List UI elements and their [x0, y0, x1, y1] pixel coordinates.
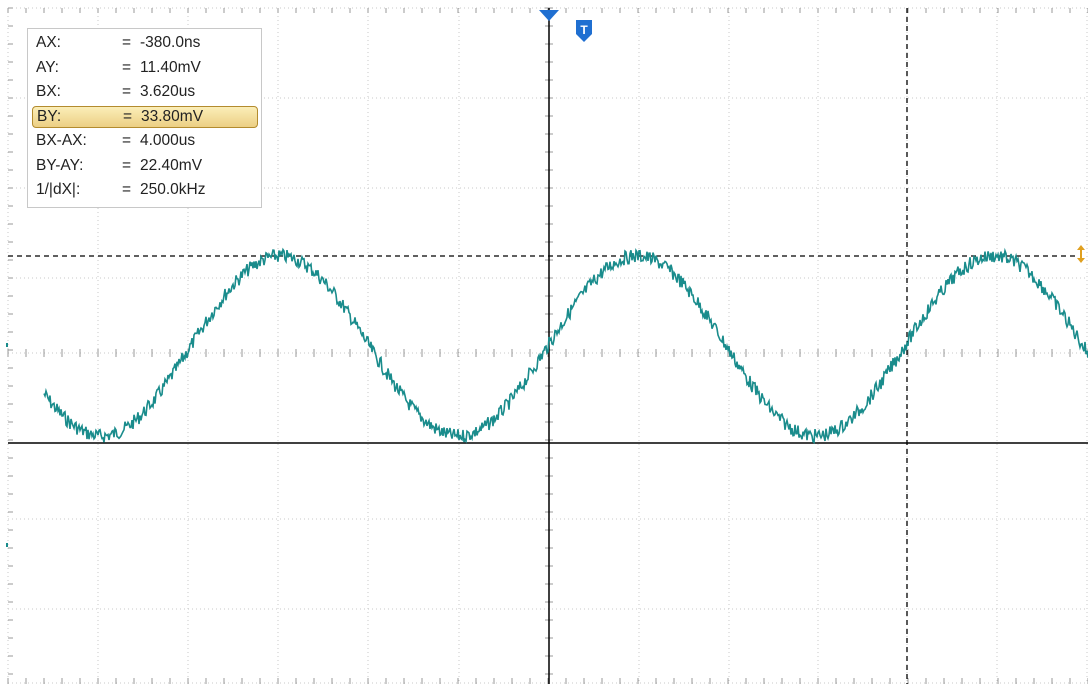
- readout-lbl: BX:: [36, 83, 61, 100]
- T-marker-icon[interactable]: T: [576, 20, 592, 42]
- readout-eq: =: [122, 83, 132, 100]
- double-arrow-vertical-icon[interactable]: [1077, 245, 1085, 263]
- cursor-readout-row: AX: = -380.0ns: [32, 32, 258, 54]
- cursor-readout-panel: AX: = -380.0ns AY: = 11.40mV BX: = 3.620us BY: = 33…: [27, 28, 262, 208]
- readout-val: 11.40mV: [140, 58, 201, 76]
- readout-lbl: 1/|dX|:: [36, 181, 81, 198]
- readout-val: 22.40mV: [140, 156, 203, 174]
- left-edge-marker-1: [6, 343, 8, 347]
- arrow-down-icon[interactable]: [539, 10, 559, 21]
- readout-eq: =: [122, 156, 132, 174]
- cursor-readout-row: BY-AY: = 22.40mV: [32, 155, 258, 177]
- readout-eq: =: [123, 107, 133, 125]
- trigger-marker-label: T: [580, 23, 588, 37]
- cursor-readout-row: BX: = 3.620us: [32, 81, 258, 103]
- waveform-trace: [43, 247, 1088, 445]
- cursor-readout-row: AY: = 11.40mV: [32, 57, 258, 79]
- readout-eq: =: [122, 58, 132, 76]
- readout-val: 4.000us: [140, 132, 196, 149]
- readout-lbl: AY:: [36, 58, 59, 76]
- left-edge-marker-2: [6, 543, 8, 547]
- readout-val: 250.0kHz: [140, 181, 206, 198]
- readout-lbl: BY:: [37, 107, 62, 125]
- cursor-readout-row: BY: = 33.80mV: [32, 105, 258, 128]
- readout-val: 33.80mV: [141, 107, 204, 125]
- cursor-readout-row: BX-AX: = 4.000us: [32, 130, 258, 152]
- cursor-readout-row: 1/|dX|: = 250.0kHz: [32, 179, 258, 201]
- readout-eq: =: [122, 181, 132, 198]
- readout-val: -380.0ns: [140, 34, 201, 51]
- readout-val: 3.620us: [140, 83, 196, 100]
- readout-lbl: BX-AX:: [36, 132, 87, 149]
- readout-eq: =: [122, 34, 132, 51]
- readout-lbl: AX:: [36, 34, 61, 51]
- readout-eq: =: [122, 132, 132, 149]
- readout-lbl: BY-AY:: [36, 156, 84, 174]
